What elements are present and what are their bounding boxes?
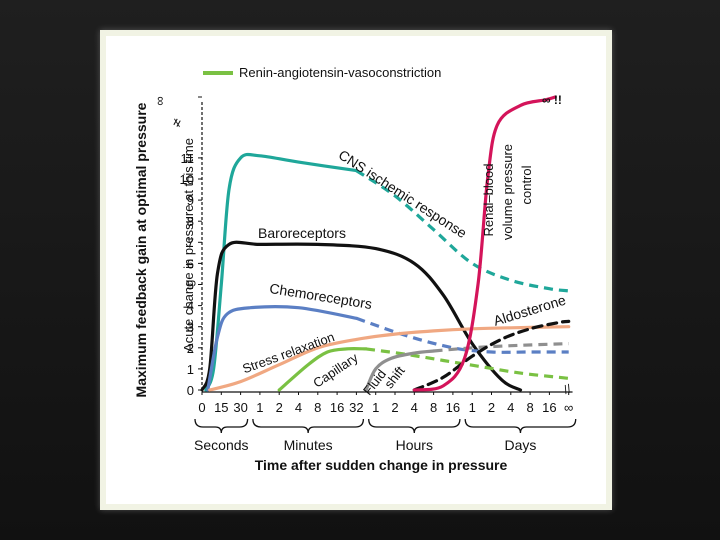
y-tick-label: 8: [187, 214, 194, 229]
y-tick-label: 3: [187, 320, 194, 335]
x-tick-label: 1: [372, 400, 379, 415]
y-tick-label: 5: [187, 278, 194, 293]
series-fluid-shift-dashed: [433, 342, 569, 353]
group-brace-days: [464, 418, 577, 434]
x-tick-label: 8: [430, 400, 437, 415]
x-tick-label: 2: [488, 400, 495, 415]
x-tick-label: 16: [330, 400, 344, 415]
label-renal-line-3: control: [519, 165, 534, 204]
group-label-minutes: Minutes: [284, 437, 333, 453]
x-tick-label: 8: [314, 400, 321, 415]
x-tick-label: 16: [446, 400, 460, 415]
x-tick-label: 30: [233, 400, 247, 415]
series-renal-blood-volume-pressure-control: [412, 95, 557, 392]
y-tick-label: 6: [187, 256, 194, 271]
group-brace-seconds: [194, 418, 249, 434]
group-label-seconds: Seconds: [194, 437, 248, 453]
group-label-hours: Hours: [396, 437, 433, 453]
label-baroreceptors: Baroreceptors: [258, 225, 346, 241]
x-axis-title: Time after sudden change in pressure: [255, 457, 508, 473]
label-fluid-shift-2: shift: [381, 363, 408, 391]
series-stress-relaxation: [208, 325, 571, 392]
annotation-infinity-note: ∞ !!: [542, 93, 562, 107]
y-tick-label: ∞: [152, 96, 167, 105]
x-tick-label: 32: [349, 400, 363, 415]
label-renal-line-2: volume pressure: [500, 144, 515, 240]
y-axis-title-secondary: Acute change in pressure at this time: [181, 138, 196, 352]
y-tick-label: 11: [181, 151, 195, 166]
x-tick-label: 1: [256, 400, 263, 415]
x-tick-label: 1: [469, 400, 476, 415]
series-cns-ischemic-response: [204, 152, 358, 392]
y-axis-title: Maximum feedback gain at optimal pressur…: [133, 102, 149, 397]
x-tick-label: 8: [526, 400, 533, 415]
series-fluid-shift: [364, 349, 436, 392]
x-tick-label: 16: [542, 400, 556, 415]
y-tick-label: 4: [187, 299, 194, 314]
series-chemoreceptors: [206, 305, 358, 392]
y-tick-label: 2: [187, 341, 194, 356]
x-axis-break: //: [562, 381, 574, 397]
series-cns-ischemic-response-dashed: [355, 169, 569, 293]
y-tick-label: 1: [187, 362, 194, 377]
x-tick-label: 4: [411, 400, 418, 415]
label-renal-line-1: Renal–blood: [481, 163, 496, 236]
y-tick-label: 9: [187, 193, 194, 208]
group-brace-minutes: [252, 418, 365, 434]
x-tick-label: 0: [198, 400, 205, 415]
plot-area: [106, 36, 606, 504]
group-label-days: Days: [504, 437, 536, 453]
y-axis-break: ≠: [168, 115, 186, 130]
group-brace-hours: [368, 418, 461, 434]
y-tick-label: 10: [180, 172, 194, 187]
x-tick-label: 2: [276, 400, 283, 415]
x-tick-label: 15: [214, 400, 228, 415]
label-cns-ischemic-response: CNS ischemic response: [336, 146, 470, 241]
x-tick-label: 2: [391, 400, 398, 415]
x-tick-label: ∞: [564, 400, 573, 415]
x-tick-label: 4: [295, 400, 302, 415]
y-tick-label: 7: [187, 235, 194, 250]
x-tick-label: 4: [507, 400, 514, 415]
y-tick-label: 0: [187, 383, 194, 398]
series-capillary: [277, 347, 368, 392]
legend-label-renin: Renin-angiotensin-vasoconstriction: [239, 65, 441, 80]
series-baroreceptors: [200, 240, 523, 392]
series-aldosterone: [412, 319, 571, 392]
